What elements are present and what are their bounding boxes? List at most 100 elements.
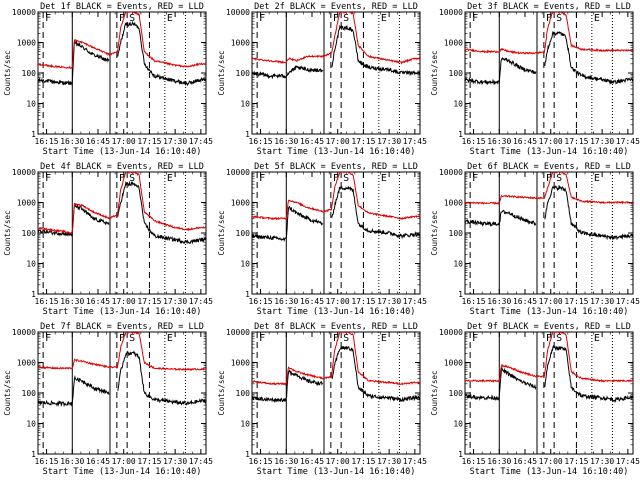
plot-frame	[464, 331, 634, 455]
x-tick-label: 17:45	[189, 137, 213, 146]
x-tick-label: 16:30	[274, 297, 298, 306]
y-tick-label: 10000	[439, 328, 463, 337]
x-tick-label: 16:45	[513, 297, 537, 306]
events-series-line	[465, 344, 633, 403]
x-tick-label: 16:30	[487, 297, 511, 306]
panel-4: Det 4f BLACK = Events, RED = LLD 1 10 100 10…	[3, 162, 213, 317]
x-tick-label: 17:30	[377, 297, 401, 306]
y-tick-label: 1	[31, 130, 36, 139]
time-marker-label: F	[546, 333, 552, 344]
x-axis-label: Start Time (13-Jun-14 16:10:40)	[43, 147, 202, 157]
y-tick-label: 1000	[17, 39, 36, 48]
plot-frame	[464, 11, 634, 135]
time-marker-label: F	[45, 173, 51, 184]
y-tick-label: 1	[458, 450, 463, 459]
panel-title: Det 9f BLACK = Events, RED = LLD	[467, 322, 631, 332]
time-marker-label: S	[556, 13, 562, 24]
x-tick-label: 16:45	[300, 137, 324, 146]
time-marker-label: F	[333, 173, 339, 184]
x-axis-label: Start Time (13-Jun-14 16:10:40)	[257, 307, 416, 317]
x-tick-label: 16:45	[86, 457, 110, 466]
time-marker-label: F	[333, 13, 339, 24]
y-axis-label: Counts/sec	[430, 50, 439, 95]
x-tick-label: 16:30	[60, 457, 84, 466]
y-tick-label: 10000	[439, 168, 463, 177]
y-tick-label: 10	[240, 100, 250, 109]
x-tick-label: 17:45	[403, 297, 427, 306]
panel-9: Det 9f BLACK = Events, RED = LLD 1 10 100 10…	[430, 322, 640, 477]
time-marker-label: F	[259, 173, 265, 184]
x-tick-label: 16:30	[60, 297, 84, 306]
x-axis-label: Start Time (13-Jun-14 16:10:40)	[470, 467, 629, 477]
y-tick-label: 1000	[231, 359, 250, 368]
y-axis-label: Counts/sec	[3, 370, 12, 415]
x-tick-label: 16:30	[274, 137, 298, 146]
time-marker-label: E	[381, 13, 387, 24]
x-tick-label: 17:15	[564, 457, 588, 466]
lld-series-line	[252, 332, 420, 386]
lld-series-line	[465, 332, 633, 384]
x-tick-label: 17:00	[326, 297, 350, 306]
panel-title: Det 8f BLACK = Events, RED = LLD	[254, 322, 418, 332]
y-tick-label: 100	[236, 69, 251, 78]
x-tick-label: 17:15	[137, 457, 161, 466]
x-tick-label: 17:30	[590, 137, 614, 146]
x-tick-label: 17:45	[403, 137, 427, 146]
events-series-line	[252, 345, 420, 404]
panel-7: Det 7f BLACK = Events, RED = LLD 1 10 100 10…	[3, 322, 213, 477]
plot-frame	[37, 11, 207, 135]
x-tick-label: 17:30	[590, 297, 614, 306]
x-tick-label: 17:45	[403, 457, 427, 466]
y-tick-label: 100	[22, 229, 37, 238]
x-tick-label: 17:15	[564, 297, 588, 306]
panel-3: Det 3f BLACK = Events, RED = LLD 1 10 100 10…	[430, 2, 640, 157]
x-axis-label: Start Time (13-Jun-14 16:10:40)	[43, 307, 202, 317]
plot-frame	[251, 171, 421, 295]
y-tick-label: 1000	[444, 39, 463, 48]
x-tick-label: 17:00	[112, 137, 136, 146]
panel-title: Det 7f BLACK = Events, RED = LLD	[40, 322, 204, 332]
time-marker-label: S	[556, 173, 562, 184]
y-tick-label: 1	[245, 450, 250, 459]
x-tick-label: 16:15	[35, 137, 59, 146]
x-tick-label: 17:00	[112, 457, 136, 466]
x-tick-label: 17:45	[616, 297, 640, 306]
x-tick-label: 16:30	[487, 457, 511, 466]
y-tick-label: 1	[458, 290, 463, 299]
x-tick-label: 16:45	[86, 137, 110, 146]
y-tick-label: 1	[458, 130, 463, 139]
x-tick-label: 17:00	[539, 457, 563, 466]
x-tick-label: 16:45	[513, 457, 537, 466]
y-tick-label: 1000	[17, 359, 36, 368]
x-tick-label: 17:15	[137, 137, 161, 146]
panel-title: Det 3f BLACK = Events, RED = LLD	[467, 2, 631, 12]
time-marker-label: S	[556, 333, 562, 344]
x-tick-label: 17:45	[616, 137, 640, 146]
y-tick-label: 10000	[12, 328, 36, 337]
y-tick-label: 10000	[12, 8, 36, 17]
y-tick-label: 1	[31, 450, 36, 459]
time-marker-label: F	[546, 13, 552, 24]
x-tick-label: 16:30	[487, 137, 511, 146]
panel-6: Det 6f BLACK = Events, RED = LLD 1 10 100 10…	[430, 162, 640, 317]
lld-series-line	[465, 172, 633, 206]
panel-8: Det 8f BLACK = Events, RED = LLD 1 10 100 10…	[217, 322, 427, 477]
plot-frame	[464, 171, 634, 295]
x-tick-label: 16:15	[249, 297, 273, 306]
y-tick-label: 1000	[17, 199, 36, 208]
x-tick-label: 17:15	[351, 297, 375, 306]
time-marker-label: E	[381, 333, 387, 344]
events-series-line	[465, 184, 633, 241]
x-tick-label: 16:15	[35, 457, 59, 466]
events-series-line	[38, 180, 206, 245]
time-marker-label: F	[259, 13, 265, 24]
y-axis-label: Counts/sec	[217, 370, 226, 415]
plot-frame	[37, 331, 207, 455]
y-tick-label: 10000	[226, 328, 250, 337]
y-axis-label: Counts/sec	[3, 210, 12, 255]
x-tick-label: 16:15	[249, 137, 273, 146]
lld-series-line	[252, 12, 420, 65]
events-series-line	[465, 30, 633, 86]
x-tick-label: 17:30	[163, 297, 187, 306]
x-tick-label: 17:15	[137, 297, 161, 306]
